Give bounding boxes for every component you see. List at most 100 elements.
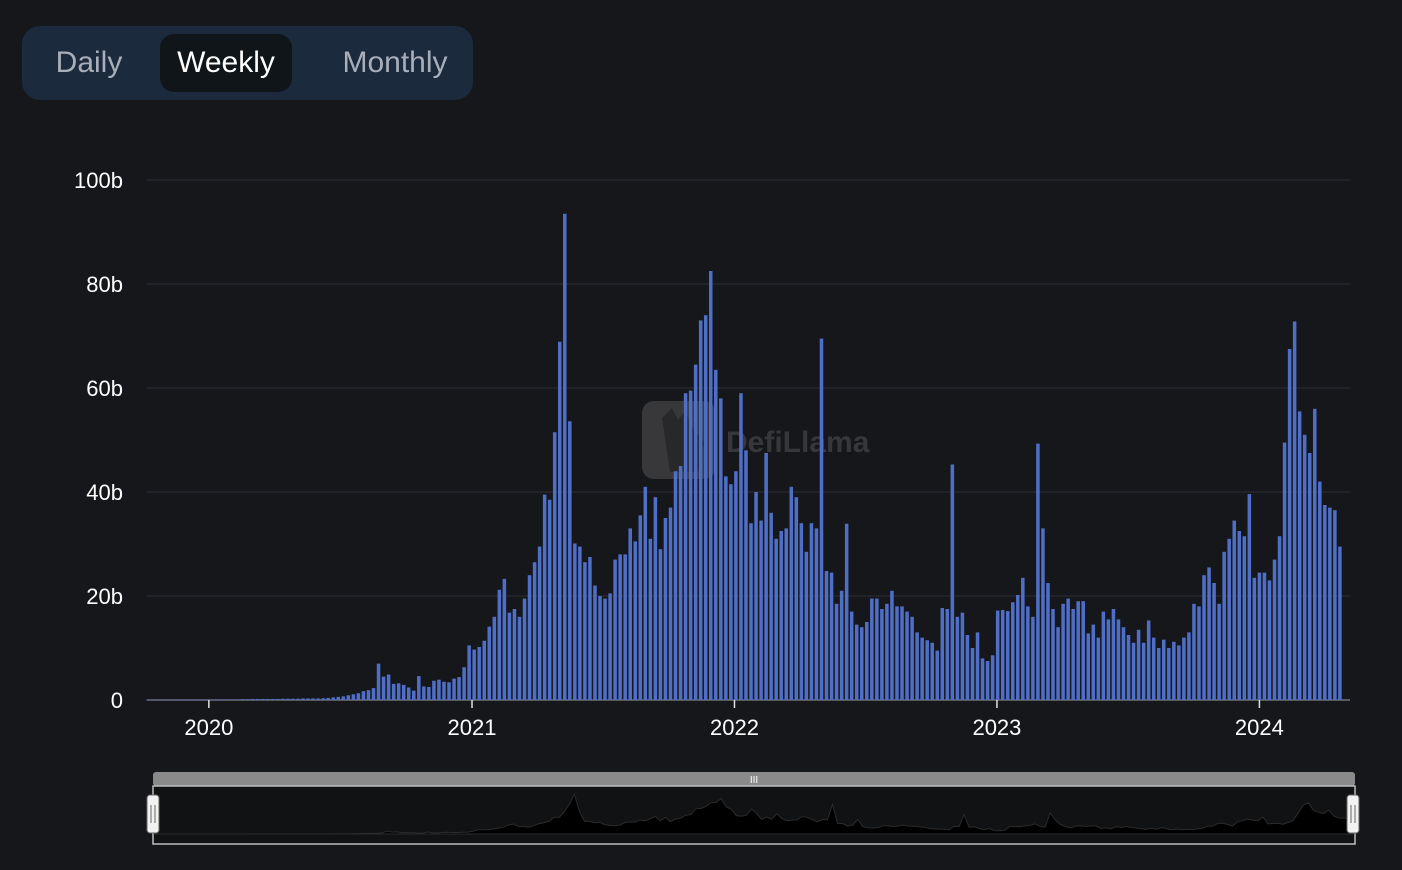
bar[interactable] <box>356 693 361 700</box>
navigator-scrollbar[interactable] <box>153 772 1355 786</box>
bar[interactable] <box>1126 635 1131 700</box>
bar[interactable] <box>990 655 995 700</box>
bar[interactable] <box>1227 538 1231 700</box>
bar[interactable] <box>255 698 260 700</box>
bar[interactable] <box>824 571 829 700</box>
bar[interactable] <box>734 471 738 700</box>
navigator-right-handle[interactable] <box>1346 794 1360 834</box>
bar[interactable] <box>1031 616 1035 700</box>
bar[interactable] <box>819 338 824 700</box>
bar[interactable] <box>1000 610 1005 700</box>
bar[interactable] <box>1202 575 1206 700</box>
bar[interactable] <box>568 421 572 700</box>
bar[interactable] <box>1247 494 1252 700</box>
bar[interactable] <box>235 699 240 700</box>
bar[interactable] <box>396 683 401 700</box>
bar[interactable] <box>1262 572 1267 700</box>
bar[interactable] <box>1187 632 1191 700</box>
bar[interactable] <box>814 528 819 700</box>
bar[interactable] <box>210 699 215 701</box>
bar[interactable] <box>714 369 718 700</box>
toggle-monthly-button[interactable]: Monthly <box>342 46 448 79</box>
bar[interactable] <box>683 393 688 700</box>
bar[interactable] <box>527 575 532 700</box>
bar[interactable] <box>351 694 356 700</box>
bar[interactable] <box>1076 601 1080 700</box>
bar[interactable] <box>1277 536 1282 700</box>
bar[interactable] <box>1292 321 1297 700</box>
bar[interactable] <box>890 590 894 700</box>
bar[interactable] <box>799 523 804 700</box>
bar[interactable] <box>663 518 668 700</box>
bar[interactable] <box>769 512 773 700</box>
bar[interactable] <box>849 611 854 700</box>
bar[interactable] <box>1282 442 1287 700</box>
bar[interactable] <box>261 698 265 700</box>
bar[interactable] <box>1197 606 1201 700</box>
bar[interactable] <box>381 676 386 700</box>
bar[interactable] <box>784 528 789 700</box>
bar[interactable] <box>719 398 723 700</box>
bar[interactable] <box>245 699 250 700</box>
bar[interactable] <box>1086 633 1091 700</box>
bar[interactable] <box>724 476 728 700</box>
bar[interactable] <box>1156 648 1161 700</box>
bar[interactable] <box>693 364 698 700</box>
bar[interactable] <box>1005 611 1010 700</box>
bar[interactable] <box>376 663 381 700</box>
bar[interactable] <box>608 593 612 700</box>
bar[interactable] <box>668 507 673 700</box>
bar[interactable] <box>1182 637 1186 700</box>
bar[interactable] <box>482 640 486 700</box>
bar[interactable] <box>809 523 814 700</box>
bar[interactable] <box>940 607 945 700</box>
bar[interactable] <box>1242 536 1247 700</box>
bar[interactable] <box>1232 520 1236 700</box>
bar[interactable] <box>366 690 371 700</box>
bar[interactable] <box>326 697 330 700</box>
bar[interactable] <box>361 691 366 700</box>
bar[interactable] <box>311 698 315 700</box>
bar[interactable] <box>1172 641 1176 700</box>
bar[interactable] <box>447 682 451 700</box>
bar[interactable] <box>321 698 325 700</box>
bar[interactable] <box>457 677 461 700</box>
bar[interactable] <box>225 699 230 700</box>
bar[interactable] <box>1192 603 1196 700</box>
bar[interactable] <box>875 598 879 700</box>
bar[interactable] <box>507 612 512 700</box>
bar[interactable] <box>578 546 582 700</box>
bar[interactable] <box>1101 611 1106 700</box>
bar[interactable] <box>336 696 341 700</box>
bar[interactable] <box>1333 510 1337 700</box>
bar[interactable] <box>1036 443 1040 700</box>
bar[interactable] <box>995 610 1000 700</box>
bar[interactable] <box>1257 572 1262 700</box>
bar[interactable] <box>698 320 703 700</box>
bar[interactable] <box>975 632 980 700</box>
bar[interactable] <box>412 690 416 700</box>
bar[interactable] <box>286 698 290 700</box>
bar[interactable] <box>1287 349 1292 700</box>
bar[interactable] <box>925 640 929 700</box>
bar[interactable] <box>673 471 678 700</box>
bar[interactable] <box>437 679 441 700</box>
bar[interactable] <box>950 464 955 700</box>
bar[interactable] <box>386 674 391 700</box>
bar[interactable] <box>1041 528 1045 700</box>
bar[interactable] <box>729 484 733 700</box>
bar[interactable] <box>406 687 411 700</box>
bar[interactable] <box>688 390 693 700</box>
bar[interactable] <box>1338 546 1342 700</box>
bar[interactable] <box>160 699 164 701</box>
bar[interactable] <box>789 486 794 700</box>
bar[interactable] <box>1272 559 1277 700</box>
bar[interactable] <box>1302 434 1307 700</box>
bar[interactable] <box>215 699 220 700</box>
bar[interactable] <box>296 698 300 700</box>
bar[interactable] <box>1011 602 1015 700</box>
bar[interactable] <box>1307 453 1312 700</box>
bar[interactable] <box>638 515 643 700</box>
bar[interactable] <box>346 695 351 700</box>
bar[interactable] <box>854 624 859 700</box>
